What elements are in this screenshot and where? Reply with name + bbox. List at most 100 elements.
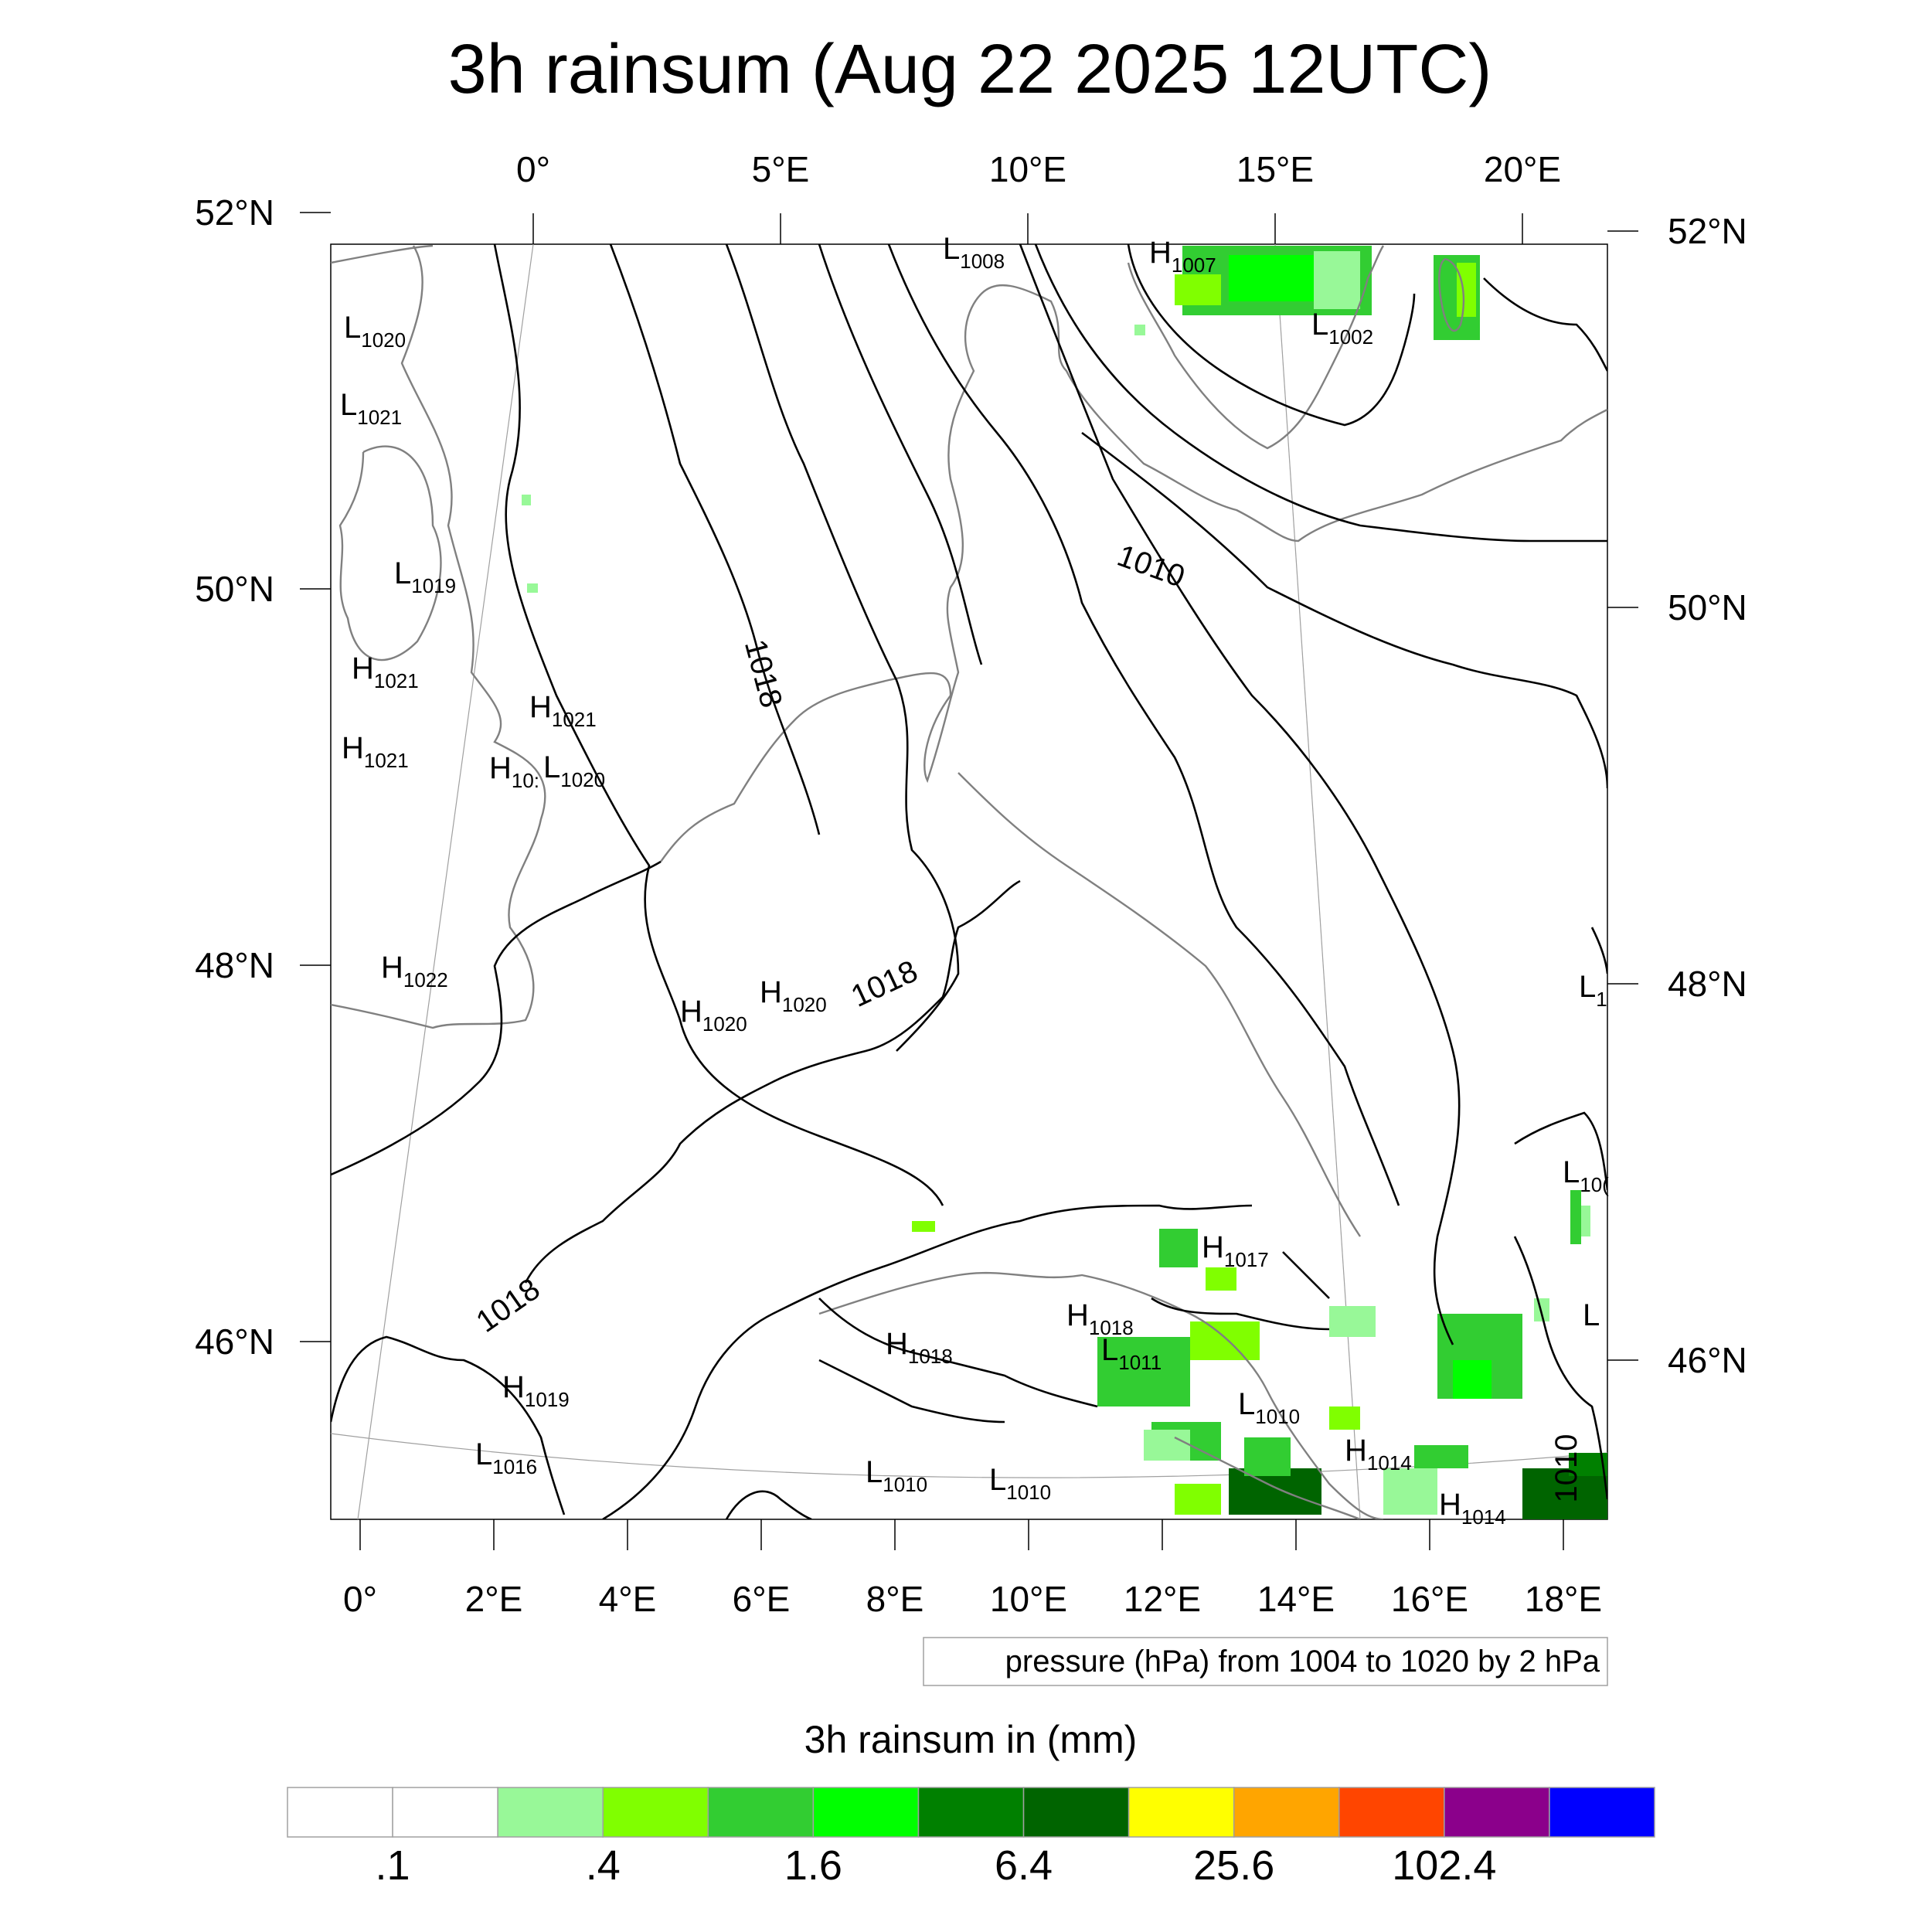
left-lat-label: 46°N — [195, 1321, 274, 1362]
colorbar-swatch — [1022, 1787, 1130, 1838]
colorbar-swatch — [1128, 1787, 1235, 1838]
rain-cell — [1329, 1306, 1376, 1337]
left-lat-label: 48°N — [195, 945, 274, 985]
pressure-type: H — [1066, 1298, 1089, 1332]
isobar — [1483, 277, 1607, 372]
colorbar-label: 1.6 — [784, 1842, 842, 1889]
rain-cell — [1229, 255, 1314, 301]
pressure-type: H — [529, 690, 552, 724]
low-pressure-label: L1 — [1579, 970, 1607, 1011]
colorbar-swatch — [1549, 1787, 1655, 1838]
pressure-value: 1022 — [403, 968, 448, 992]
high-pressure-label: H1020 — [680, 995, 747, 1036]
pressure-value: 1011 — [1118, 1351, 1162, 1374]
low-pressure-label: L10( — [1563, 1155, 1609, 1196]
colorbar-label: 25.6 — [1193, 1842, 1274, 1889]
top-lon-label: 10°E — [989, 149, 1066, 189]
rain-cell — [1329, 1406, 1360, 1430]
pressure-type: L — [344, 311, 361, 345]
rain-cell — [1144, 1430, 1190, 1461]
rain-cell — [1190, 1321, 1260, 1360]
coastline-adriatic — [1174, 1436, 1361, 1519]
rain-cells — [522, 246, 1607, 1519]
high-pressure-label: H10: — [489, 751, 539, 792]
high-pressure-label: H1021 — [342, 731, 409, 772]
colorbar-swatch — [497, 1787, 604, 1838]
isobar — [609, 244, 821, 835]
pressure-type: H — [1149, 236, 1172, 270]
pressure-value: 1021 — [357, 406, 402, 429]
coastlines — [331, 244, 1607, 1519]
high-pressure-label: H1014 — [1345, 1434, 1412, 1475]
isobar — [524, 879, 1021, 1284]
parallel-45 — [331, 1433, 1607, 1478]
pressure-value: 1014 — [1461, 1505, 1506, 1529]
low-pressure-label: L1002 — [1311, 308, 1373, 349]
colorbar-swatch — [812, 1787, 920, 1838]
colorbar-label: 102.4 — [1392, 1842, 1496, 1889]
colorbar-label: 6.4 — [995, 1842, 1053, 1889]
pressure-value: 1 — [1596, 988, 1607, 1011]
pressure-value: 10( — [1580, 1173, 1609, 1196]
pressure-type: H — [342, 731, 364, 765]
low-pressure-label: L1016 — [475, 1437, 537, 1478]
axis-ticks — [300, 212, 1638, 1550]
bottom-lon-label: 6°E — [733, 1579, 791, 1619]
low-pressure-label: L1010 — [989, 1463, 1051, 1504]
isobar — [1019, 244, 1461, 1345]
high-pressure-label: H1014 — [1439, 1488, 1506, 1529]
isobar — [1151, 1251, 1330, 1331]
bottom-lon-label: 12°E — [1124, 1579, 1201, 1619]
contour-info-frame — [923, 1637, 1608, 1686]
high-pressure-label: H1018 — [1066, 1298, 1134, 1339]
bottom-lon-label: 14°E — [1257, 1579, 1335, 1619]
rain-cell — [1457, 263, 1476, 317]
rain-cell — [1244, 1437, 1291, 1476]
pressure-system-labels: H1007L1008L1002L1020L1021L1019H1021H1021… — [340, 232, 1609, 1529]
top-lon-label: 0° — [516, 149, 550, 189]
isobar — [818, 244, 983, 665]
bottom-lon-label: 16°E — [1391, 1579, 1468, 1619]
high-pressure-label: H1007 — [1149, 236, 1216, 277]
pressure-value: 1019 — [525, 1388, 570, 1411]
map-plot: H1007L1008L1002L1020L1021L1019H1021H1021… — [195, 149, 1747, 1619]
pressure-type: H — [1439, 1488, 1461, 1522]
isobar — [331, 1335, 566, 1515]
pressure-value: 1020 — [782, 993, 827, 1016]
isobar — [1513, 1236, 1607, 1500]
high-pressure-label: H1020 — [760, 975, 827, 1016]
rain-cell — [1314, 251, 1360, 309]
low-pressure-label: L — [1583, 1298, 1600, 1332]
left-lat-label: 50°N — [195, 569, 274, 609]
rain-cell — [1414, 1445, 1468, 1468]
axis-tick-labels: 0° 5°E 10°E 15°E 20°E 0° 2°E 4°E 6°E 8°E 10°E 12°E 1… — [195, 149, 1747, 1619]
pressure-value: 1021 — [374, 669, 419, 692]
rain-cell — [1206, 1267, 1236, 1291]
rain-cell — [1159, 1229, 1198, 1267]
pressure-type: L — [866, 1455, 883, 1489]
left-lat-label: 52°N — [195, 192, 274, 233]
pressure-type: L — [943, 232, 960, 266]
isobar — [887, 244, 1400, 1206]
high-pressure-label: H1021 — [352, 651, 419, 692]
bottom-lon-label: 2°E — [465, 1579, 523, 1619]
rain-cell — [522, 495, 531, 505]
high-pressure-label: H1019 — [502, 1370, 570, 1411]
rain-cell — [1175, 274, 1221, 305]
high-pressure-label: H1022 — [381, 951, 448, 992]
isobar — [818, 1298, 1098, 1423]
colorbar-swatch — [287, 1787, 393, 1838]
isobar — [1081, 431, 1607, 789]
colorbar-swatch — [1338, 1787, 1445, 1838]
isobar — [1034, 244, 1607, 543]
low-pressure-label: L1011 — [1101, 1333, 1162, 1374]
pressure-type: H — [381, 951, 403, 985]
low-pressure-label: L1010 — [1238, 1387, 1300, 1428]
colorbar: 3h rainsum in (mm) .1 .4 1.6 6.4 25.6 102.4 — [287, 1718, 1655, 1889]
colorbar-swatch — [1233, 1787, 1340, 1838]
rain-cell — [1522, 1468, 1607, 1519]
contour-value-label: 1010 — [1549, 1434, 1583, 1503]
high-pressure-label: H1018 — [886, 1327, 953, 1368]
rain-cell — [1581, 1206, 1590, 1236]
